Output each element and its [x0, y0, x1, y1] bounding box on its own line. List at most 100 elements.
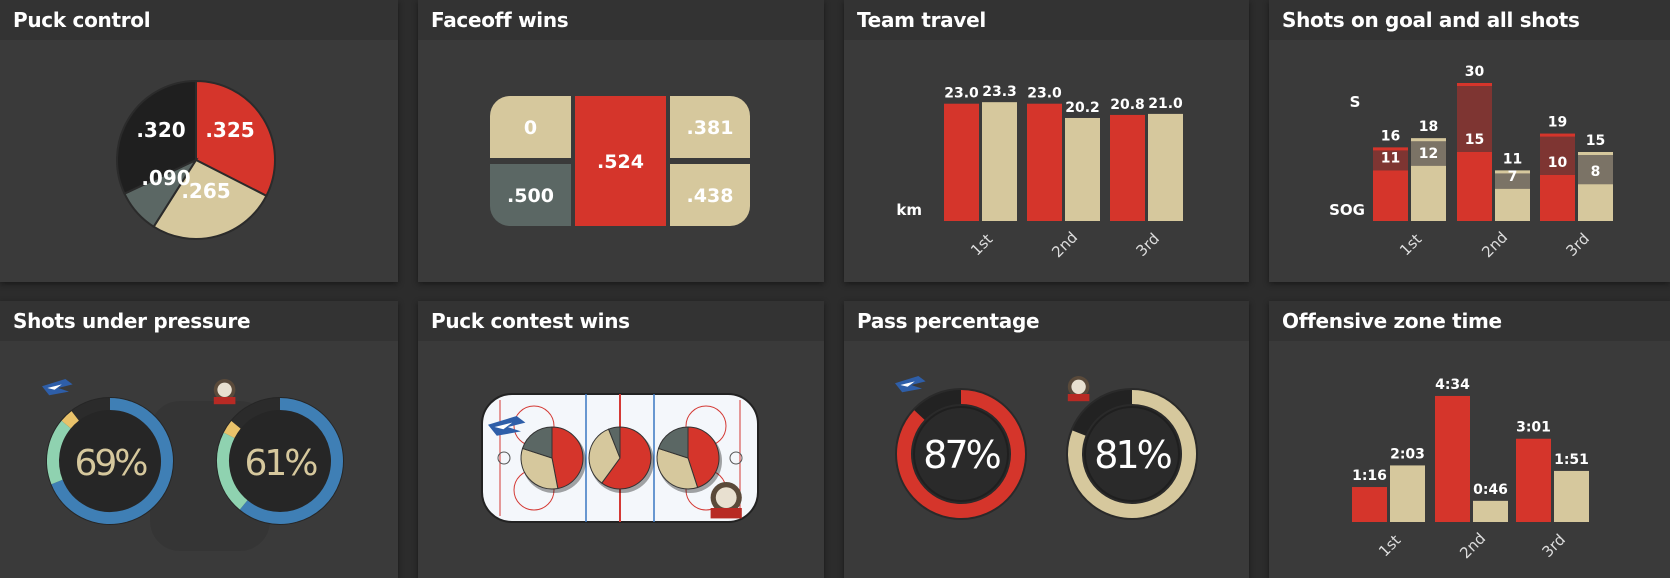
- shots-bar-cap: [1540, 133, 1575, 137]
- pie-slice: [195, 79, 276, 198]
- wild-wings-logo: [895, 376, 926, 393]
- donut-arc-primary: [51, 398, 173, 524]
- faceoff-value: .438: [687, 185, 734, 207]
- zone-time-bar: [1554, 470, 1589, 522]
- contest-pie-slice: [607, 426, 621, 459]
- sog-bar: [1578, 184, 1613, 221]
- category-label: 3rd: [1133, 230, 1163, 260]
- shots-value-label: 15: [1586, 133, 1605, 149]
- travel-bar: [1065, 117, 1100, 221]
- faceoff-wins-panel: Faceoff wins 0 .500 .524 .381 .438: [418, 0, 824, 282]
- faceoff-wins-grid: 0 .500 .524 .381 .438: [490, 96, 750, 226]
- lowen-logo: [213, 379, 236, 405]
- pass-value: 81%: [1094, 433, 1171, 477]
- donut-arc-tertiary: [223, 420, 241, 439]
- team-travel-panel: Team travel km 23.0 23.3 1st 23.0 20.2 2nd 20.8…: [844, 0, 1249, 282]
- zone-time-bar: [1352, 487, 1387, 522]
- panel-title: Puck contest wins: [418, 301, 824, 341]
- panel-title: Pass percentage: [844, 301, 1249, 341]
- wild-wings-logo: [42, 379, 73, 396]
- sog-bar: [1373, 170, 1408, 221]
- shots-panel: Shots on goal and all shots S SOG 16 11 18 12…: [1269, 0, 1670, 282]
- sog-axis-label: SOG: [1329, 201, 1365, 219]
- category-label: 1st: [967, 230, 996, 259]
- contest-pie-slice: [521, 426, 553, 459]
- category-label: 2nd: [1048, 228, 1081, 261]
- rink-pie-charts: [481, 393, 759, 523]
- sog-bar: [1411, 165, 1446, 221]
- panel-title: Offensive zone time: [1269, 301, 1670, 341]
- lion-banner: [213, 397, 236, 405]
- lowen-logo: [1067, 376, 1090, 402]
- lion-face: [715, 487, 737, 508]
- slice-label: .320: [136, 118, 185, 142]
- contest-pie-slice: [588, 428, 621, 484]
- zone-time-bar: [1390, 465, 1425, 522]
- shots-value-label: 19: [1548, 115, 1567, 131]
- bar-value-label: 23.3: [982, 84, 1017, 100]
- pass-arc: [897, 390, 1025, 518]
- goal-crease-left: [497, 451, 511, 465]
- shots-bar: [1373, 147, 1408, 171]
- category-label: 1st: [1396, 230, 1425, 259]
- slice-label: .090: [141, 166, 190, 190]
- sog-value-label: 11: [1381, 150, 1400, 166]
- bar-value-label: 2:03: [1390, 446, 1425, 462]
- donut-shadow: [1066, 388, 1198, 520]
- pass-donut-charts: 87% 81%: [895, 376, 1198, 520]
- donut-inner-ring: [913, 406, 1009, 502]
- travel-bar: [982, 102, 1017, 221]
- sog-value-label: 8: [1591, 164, 1601, 180]
- category-label: 3rd: [1539, 531, 1569, 561]
- bar-value-label: 0:46: [1473, 482, 1508, 498]
- donut-shadow: [895, 388, 1027, 520]
- lion-banner: [710, 508, 742, 519]
- donut-arc-secondary: [217, 432, 248, 510]
- wing-highlight: [900, 381, 915, 387]
- donut-shadow: [216, 397, 344, 525]
- shots-bar: [1457, 83, 1492, 152]
- faceoff-value: .500: [507, 185, 554, 207]
- shots-bar: [1495, 170, 1530, 189]
- bar-value-label: 23.0: [1027, 86, 1062, 102]
- contest-pie-slice: [657, 426, 689, 459]
- sog-value-label: 10: [1548, 155, 1568, 171]
- panel-title: Puck control: [0, 0, 398, 40]
- shots-under-pressure-panel: Shots under pressure 69% 61%: [0, 301, 398, 578]
- slice-label: .325: [205, 118, 254, 142]
- zone-time-bar: [1516, 438, 1551, 522]
- wing-highlight: [47, 384, 62, 390]
- shots-bar: [1578, 152, 1613, 185]
- lion-banner: [1067, 394, 1090, 402]
- sog-value-label: 15: [1465, 132, 1484, 148]
- sog-bar: [1540, 175, 1575, 221]
- category-label: 3rd: [1563, 230, 1593, 260]
- bar-value-label: 1:51: [1554, 452, 1589, 468]
- shots-bar: [1540, 133, 1575, 175]
- pressure-donut-charts: 69% 61%: [42, 379, 344, 551]
- faceoff-rink-grid: [490, 96, 750, 226]
- faceoff-cell-top-left: [490, 96, 571, 158]
- puck-contest-wins-panel: Puck contest wins: [418, 301, 824, 578]
- panel-title: Shots on goal and all shots: [1269, 0, 1670, 40]
- faceoff-cell-top-right: [670, 96, 750, 158]
- sog-value-label: 12: [1419, 146, 1438, 162]
- contest-pie-slice: [551, 426, 584, 490]
- pressure-value: 61%: [244, 443, 317, 484]
- pie-slice: [116, 79, 197, 195]
- shots-bar-cap: [1411, 138, 1446, 142]
- donut-arc-tertiary: [61, 411, 79, 429]
- bar-value-label: 1:16: [1352, 468, 1387, 484]
- shots-bar-cap: [1373, 147, 1408, 151]
- donut-inner-ring: [1084, 406, 1180, 502]
- zone-time-bar: [1435, 395, 1470, 522]
- contest-pie-slice: [601, 426, 652, 490]
- contest-pie-slice: [520, 447, 559, 490]
- panel-title: Faceoff wins: [418, 0, 824, 40]
- pass-arc: [1068, 390, 1196, 518]
- shots-value-label: 16: [1381, 128, 1400, 144]
- faceoff-cell-bottom-left: [490, 164, 571, 226]
- shots-bar: [1411, 138, 1446, 166]
- puck-control-pie-chart: .325 .265.090 .320: [116, 79, 276, 240]
- shots-value-label: 30: [1465, 64, 1485, 80]
